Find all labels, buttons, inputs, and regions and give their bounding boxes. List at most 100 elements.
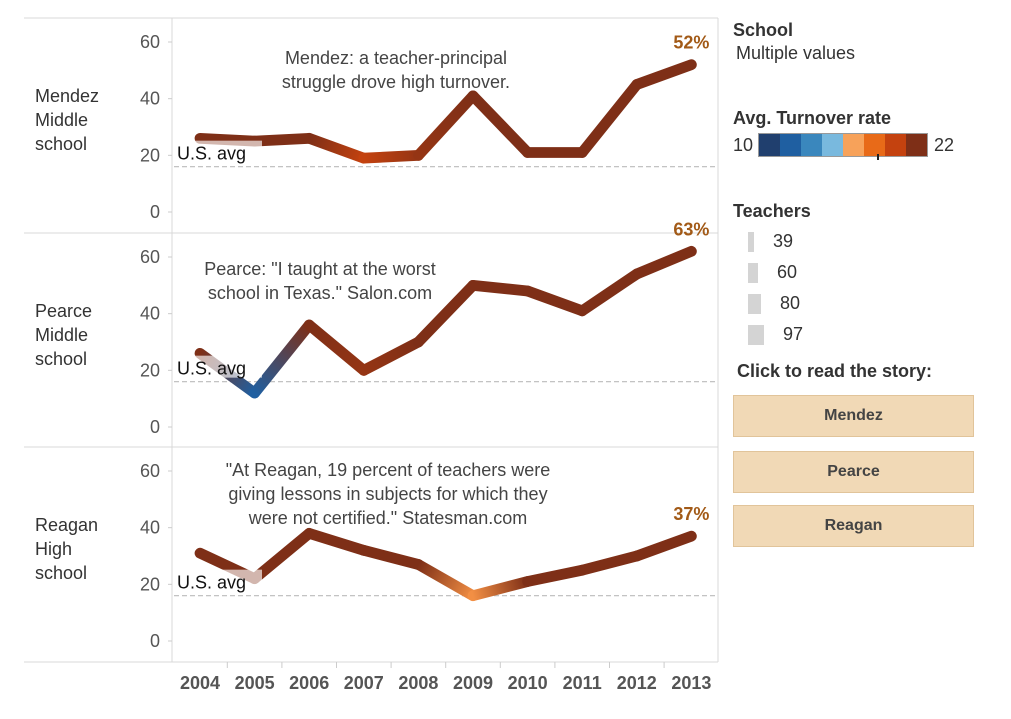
turnover-line-segment bbox=[467, 90, 533, 158]
annotation: Pearce: "I taught at the worst school in … bbox=[204, 259, 436, 303]
size-legend-label: 80 bbox=[780, 293, 801, 313]
turnover-color-legend: Avg. Turnover rate 10 22 bbox=[733, 108, 954, 160]
color-ramp-swatch bbox=[864, 134, 886, 156]
x-tick-label: 2005 bbox=[235, 673, 275, 693]
panel: Reagan High school 0 20 40 60 U.S. avg "At Reaga… bbox=[35, 460, 716, 651]
school-filter-legend[interactable]: School Multiple values bbox=[733, 20, 855, 64]
turnover-legend-title: Avg. Turnover rate bbox=[733, 108, 892, 128]
size-legend-item: 60 bbox=[748, 257, 811, 288]
mendez-story-button[interactable]: Mendez bbox=[733, 395, 974, 437]
turnover-line-segment bbox=[576, 268, 643, 317]
turnover-chart: Mendez Middle school 0 20 40 60 U.S. avg Mendez:… bbox=[24, 17, 719, 693]
color-ramp-swatch bbox=[822, 134, 844, 156]
annotation-line: giving lessons in subjects for which the… bbox=[228, 484, 547, 504]
turnover-line-segment bbox=[631, 59, 697, 90]
x-tick-label: 2009 bbox=[453, 673, 493, 693]
size-legend-label: 97 bbox=[783, 324, 804, 344]
color-ramp-swatch bbox=[843, 134, 865, 156]
row-label-line: Mendez bbox=[35, 86, 99, 106]
teachers-legend-title: Teachers bbox=[733, 201, 811, 221]
y-tick-label: 20 bbox=[140, 574, 160, 594]
turnover-line-segment bbox=[413, 279, 479, 348]
y-tick-label: 20 bbox=[140, 360, 160, 380]
turnover-line-segment bbox=[249, 527, 315, 585]
row-label-line: Reagan bbox=[35, 515, 98, 535]
color-ramp-marker bbox=[877, 154, 880, 160]
size-legend-label: 39 bbox=[773, 231, 794, 251]
annotation-line: were not certified." Statesman.com bbox=[248, 508, 528, 528]
row-label: Mendez Middle school bbox=[35, 86, 99, 154]
turnover-line-segment bbox=[358, 149, 424, 164]
color-ramp-swatch bbox=[780, 134, 802, 156]
turnover-line-segment bbox=[467, 576, 533, 602]
size-legend-item: 80 bbox=[748, 288, 811, 319]
turnover-line-segment bbox=[303, 319, 370, 376]
turnover-line-segment bbox=[413, 90, 479, 161]
end-value-label: 37% bbox=[673, 504, 709, 524]
y-tick-label: 0 bbox=[150, 631, 160, 651]
size-legend-label: 60 bbox=[777, 262, 798, 282]
y-tick-label: 60 bbox=[140, 32, 160, 52]
row-label-line: school bbox=[35, 134, 87, 154]
end-value-label: 63% bbox=[673, 219, 709, 239]
color-ramp-swatch bbox=[885, 134, 907, 156]
size-swatch bbox=[748, 262, 758, 283]
y-tick-label: 60 bbox=[140, 461, 160, 481]
turnover-line-segment bbox=[303, 132, 370, 164]
us-average-label-bg bbox=[178, 140, 262, 163]
annotation-line: school in Texas." Salon.com bbox=[208, 283, 432, 303]
x-tick-label: 2007 bbox=[344, 673, 384, 693]
y-tick-label: 40 bbox=[140, 89, 160, 109]
turnover-line-segment bbox=[303, 527, 370, 556]
us-average-label: U.S. avg bbox=[177, 144, 246, 164]
x-tick-label: 2013 bbox=[671, 673, 711, 693]
color-ramp-min: 10 bbox=[733, 134, 754, 155]
y-tick-label: 20 bbox=[140, 145, 160, 165]
row-label-line: Pearce bbox=[35, 301, 92, 321]
turnover-line-segment bbox=[467, 279, 533, 297]
school-filter-title: School bbox=[733, 20, 794, 40]
row-label-line: Middle bbox=[35, 325, 88, 345]
y-tick-label: 60 bbox=[140, 247, 160, 267]
size-swatch bbox=[748, 324, 764, 345]
row-label-line: school bbox=[35, 349, 87, 369]
annotation-line: Mendez: a teacher-principal bbox=[285, 48, 507, 68]
x-tick-label: 2008 bbox=[398, 673, 438, 693]
color-ramp: 10 22 bbox=[733, 133, 954, 160]
x-tick-label: 2004 bbox=[180, 673, 220, 693]
story-title: Click to read the story: bbox=[737, 361, 933, 381]
reagan-story-button[interactable]: Reagan bbox=[733, 505, 974, 547]
turnover-line-segment bbox=[631, 530, 697, 562]
turnover-line-segment bbox=[631, 245, 697, 280]
teachers-size-legend: Teachers 39 60 80 97 bbox=[733, 201, 811, 350]
row-label: Pearce Middle school bbox=[35, 301, 92, 369]
turnover-line-segment bbox=[576, 79, 643, 158]
x-tick-label: 2006 bbox=[289, 673, 329, 693]
color-ramp-swatch bbox=[906, 134, 928, 156]
us-average-label-bg bbox=[178, 355, 262, 378]
y-tick-label: 40 bbox=[140, 304, 160, 324]
us-average-label: U.S. avg bbox=[177, 573, 246, 593]
annotation-line: struggle drove high turnover. bbox=[282, 72, 510, 92]
y-tick-label: 0 bbox=[150, 417, 160, 437]
row-label: Reagan High school bbox=[35, 515, 98, 583]
color-ramp-swatch bbox=[801, 134, 823, 156]
y-tick-label: 40 bbox=[140, 518, 160, 538]
annotation-line: Pearce: "I taught at the worst bbox=[204, 259, 436, 279]
turnover-line-segment bbox=[358, 336, 424, 376]
color-ramp-bar bbox=[758, 133, 929, 160]
y-tick-label: 0 bbox=[150, 202, 160, 222]
turnover-line-segment bbox=[249, 132, 315, 147]
turnover-line-segment bbox=[522, 564, 588, 587]
pearce-story-button[interactable]: Pearce bbox=[733, 451, 974, 493]
size-swatch bbox=[748, 293, 761, 314]
school-filter-value[interactable]: Multiple values bbox=[736, 43, 856, 63]
x-tick-label: 2011 bbox=[563, 673, 602, 693]
size-legend-item: 39 bbox=[748, 226, 811, 257]
annotation: Mendez: a teacher-principal struggle drov… bbox=[282, 48, 510, 92]
turnover-line-segment bbox=[413, 559, 479, 602]
turnover-line-segment bbox=[576, 550, 643, 576]
panel: Pearce Middle school 0 20 40 60 U.S. avg Pearce:… bbox=[35, 219, 716, 437]
turnover-line-segment bbox=[249, 319, 315, 399]
us-average-label: U.S. avg bbox=[177, 359, 246, 379]
